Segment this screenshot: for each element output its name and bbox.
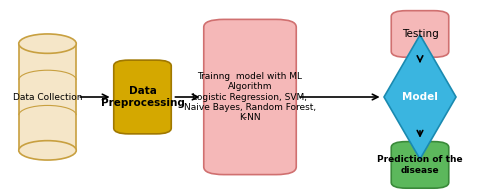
Text: Trainng  model with ML
Algorithm
Logistic Regression, SVM,
Naive Bayes, Random F: Trainng model with ML Algorithm Logistic… <box>184 72 316 122</box>
Text: Prediction of the
disease: Prediction of the disease <box>377 155 463 175</box>
FancyBboxPatch shape <box>391 142 449 188</box>
Ellipse shape <box>19 141 76 160</box>
FancyBboxPatch shape <box>114 60 171 134</box>
FancyBboxPatch shape <box>391 11 449 57</box>
Polygon shape <box>19 44 76 150</box>
Polygon shape <box>384 35 456 159</box>
Ellipse shape <box>19 34 76 53</box>
Text: Data
Preprocessing: Data Preprocessing <box>100 86 184 108</box>
Text: Data Collection: Data Collection <box>13 93 82 101</box>
FancyBboxPatch shape <box>204 19 296 175</box>
Text: Testing: Testing <box>402 29 438 39</box>
Text: Model: Model <box>402 92 438 102</box>
